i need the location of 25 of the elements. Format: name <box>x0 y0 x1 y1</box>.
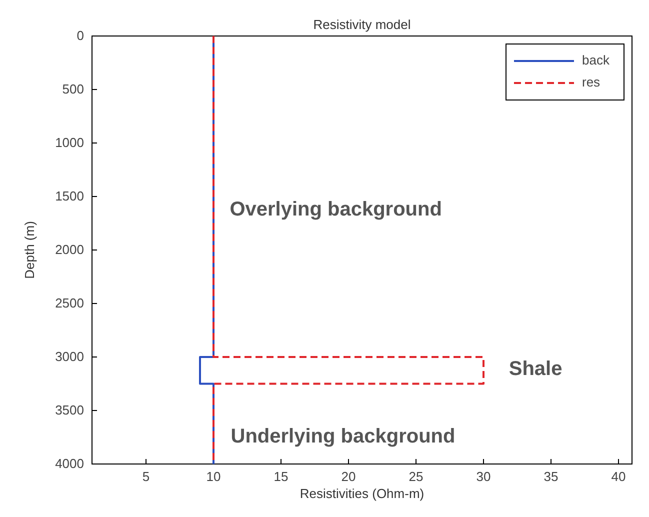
legend-label: back <box>582 52 610 68</box>
y-tick-label: 2500 <box>55 296 84 311</box>
x-tick-label: 10 <box>206 469 221 484</box>
y-tick-label: 3000 <box>55 349 84 364</box>
x-tick-label: 20 <box>341 469 356 484</box>
y-tick-label: 0 <box>76 28 84 44</box>
x-axis-title: Resistivities (Ohm-m) <box>300 486 424 501</box>
annotation: Overlying background <box>230 198 442 220</box>
chart-title: Resistivity model <box>313 17 411 32</box>
y-tick-label: 3500 <box>55 402 84 418</box>
y-axis-title: Depth (m) <box>22 221 37 279</box>
x-tick-label: 30 <box>476 469 491 484</box>
y-tick-label: 2000 <box>55 242 84 258</box>
y-tick-label: 1000 <box>55 135 84 150</box>
x-tick-label: 5 <box>142 469 150 484</box>
x-tick-label: 15 <box>274 469 288 484</box>
x-tick-label: 25 <box>408 469 424 484</box>
y-tick-label: 4000 <box>55 456 84 472</box>
y-tick-label: 500 <box>62 82 84 97</box>
x-tick-label: 35 <box>544 469 558 484</box>
legend-label: res <box>582 74 601 90</box>
annotation: Underlying background <box>230 425 456 448</box>
x-tick-label: 40 <box>611 469 626 484</box>
annotation: Shale <box>508 358 562 380</box>
y-tick-label: 1500 <box>55 188 84 204</box>
